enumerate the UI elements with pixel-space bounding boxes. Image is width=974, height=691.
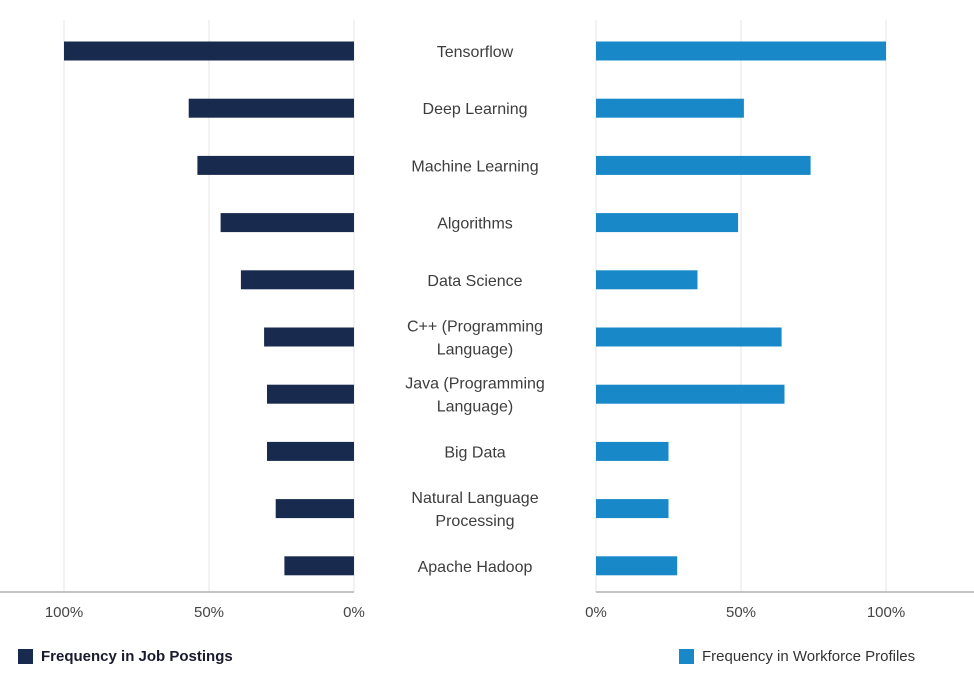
- legend-swatch-job-postings: [18, 649, 33, 664]
- bar-job-postings: [220, 213, 354, 233]
- legend-swatch-workforce-profiles: [679, 649, 694, 664]
- right-axis-tick-label: 50%: [726, 604, 756, 621]
- category-label: Data Science: [427, 273, 522, 290]
- left-axis-tick-label: 50%: [194, 604, 224, 621]
- legend-label-workforce-profiles: Frequency in Workforce Profiles: [702, 648, 916, 665]
- bar-job-postings: [197, 155, 354, 175]
- bar-job-postings: [267, 441, 354, 461]
- legend-job-postings: Frequency in Job Postings: [18, 648, 233, 665]
- category-label: Natural Language Processing: [411, 490, 538, 530]
- bar-workforce-profiles: [596, 155, 811, 175]
- bar-workforce-profiles: [596, 441, 669, 461]
- bar-job-postings: [284, 556, 354, 576]
- bar-workforce-profiles: [596, 270, 698, 290]
- bar-job-postings: [240, 270, 354, 290]
- bar-workforce-profiles: [596, 556, 678, 576]
- bar-job-postings: [188, 98, 354, 118]
- bar-workforce-profiles: [596, 384, 785, 404]
- category-label: Deep Learning: [423, 101, 528, 118]
- legend-workforce-profiles: Frequency in Workforce Profiles: [679, 648, 915, 665]
- bar-workforce-profiles: [596, 499, 669, 519]
- bar-workforce-profiles: [596, 98, 744, 118]
- right-axis-tick-label: 0%: [585, 604, 607, 621]
- category-label: Big Data: [444, 444, 505, 461]
- category-label: Apache Hadoop: [418, 559, 533, 576]
- bar-job-postings: [64, 41, 354, 61]
- category-label: C++ (Programming Language): [407, 319, 543, 359]
- bar-workforce-profiles: [596, 41, 886, 61]
- bars: [64, 41, 886, 576]
- bar-job-postings: [275, 499, 354, 519]
- left-axis-tick-label: 100%: [45, 604, 83, 621]
- legend-label-job-postings: Frequency in Job Postings: [41, 648, 233, 665]
- category-label: Algorithms: [437, 216, 513, 233]
- bar-job-postings: [267, 384, 354, 404]
- bar-workforce-profiles: [596, 327, 782, 347]
- bar-workforce-profiles: [596, 213, 739, 233]
- right-axis-tick-label: 100%: [867, 604, 905, 621]
- left-axis-tick-label: 0%: [343, 604, 365, 621]
- category-label: Machine Learning: [411, 158, 538, 175]
- bar-job-postings: [264, 327, 354, 347]
- category-labels: Tensorflow Deep Learning Machine Learning A…: [405, 44, 545, 576]
- category-label: Java (Programming Language): [405, 376, 545, 416]
- category-label: Tensorflow: [437, 44, 514, 61]
- axes: 100% 50% 0% 0% 50% 100%: [0, 591, 974, 621]
